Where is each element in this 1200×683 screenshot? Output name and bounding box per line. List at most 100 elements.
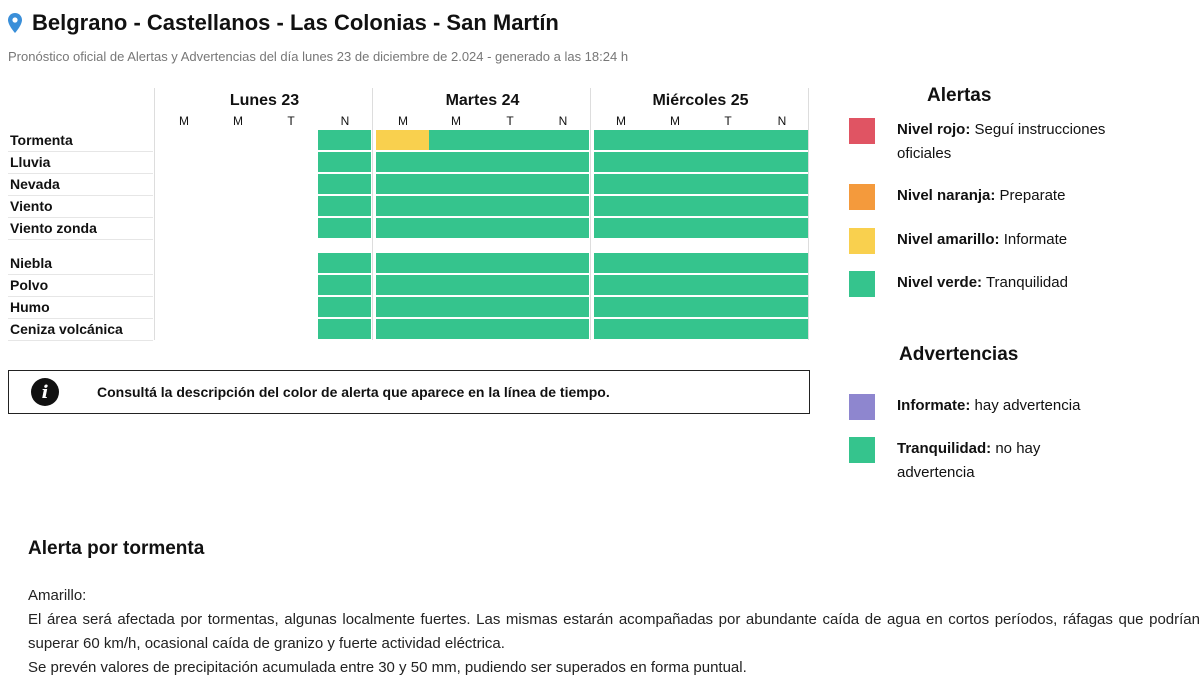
alert-cell-verde[interactable] <box>648 218 701 238</box>
purple-swatch <box>849 394 875 420</box>
alert-cell-verde[interactable] <box>755 218 808 238</box>
alert-cell-verde[interactable] <box>429 218 483 238</box>
alert-cell-verde[interactable] <box>648 174 701 194</box>
alert-cell-verde[interactable] <box>318 218 371 238</box>
alert-cell-verde[interactable] <box>755 319 808 339</box>
alert-cell-verde[interactable] <box>701 275 755 295</box>
alert-cell-verde[interactable] <box>701 130 755 150</box>
alert-cell-verde[interactable] <box>594 319 648 339</box>
alert-cell-verde[interactable] <box>536 253 589 273</box>
alert-cell-verde[interactable] <box>594 196 648 216</box>
alert-cell-verde[interactable] <box>483 275 536 295</box>
alert-cell-verde[interactable] <box>483 218 536 238</box>
slot-label: M <box>670 114 680 128</box>
alert-cell-verde[interactable] <box>376 174 429 194</box>
alert-cell-verde[interactable] <box>376 196 429 216</box>
alert-cell-verde[interactable] <box>318 253 371 273</box>
alert-cell-verde[interactable] <box>536 319 589 339</box>
alert-cell-verde[interactable] <box>648 253 701 273</box>
alert-cell-verde[interactable] <box>594 297 648 317</box>
alert-cell-verde[interactable] <box>701 152 755 172</box>
alert-cell-verde[interactable] <box>755 196 808 216</box>
alert-cell-verde[interactable] <box>536 174 589 194</box>
alert-cell-verde[interactable] <box>701 218 755 238</box>
alert-cell-verde[interactable] <box>648 319 701 339</box>
alert-cell-verde[interactable] <box>429 297 483 317</box>
alert-cell-verde[interactable] <box>701 196 755 216</box>
alert-cell-verde[interactable] <box>536 130 589 150</box>
alert-cell-verde[interactable] <box>318 196 371 216</box>
legend-desc: Seguí instrucciones oficiales <box>897 121 1106 162</box>
alert-cell-verde[interactable] <box>701 253 755 273</box>
alert-cell-verde[interactable] <box>648 130 701 150</box>
alert-cell-verde[interactable] <box>318 297 371 317</box>
alert-cell-verde[interactable] <box>376 297 429 317</box>
alert-cell-verde[interactable] <box>536 218 589 238</box>
alert-cell-verde[interactable] <box>429 275 483 295</box>
alert-cell-verde[interactable] <box>429 130 483 150</box>
alert-cell-verde[interactable] <box>755 130 808 150</box>
alert-cell-verde[interactable] <box>701 297 755 317</box>
alert-cell-verde[interactable] <box>376 253 429 273</box>
row-label: Viento zonda <box>10 220 97 236</box>
alert-cell-verde[interactable] <box>536 152 589 172</box>
alert-cell-verde[interactable] <box>536 275 589 295</box>
alert-cell-amarillo[interactable] <box>376 130 429 150</box>
row-label: Lluvia <box>10 154 51 170</box>
alert-cell-verde[interactable] <box>483 319 536 339</box>
alert-cell-verde[interactable] <box>318 275 371 295</box>
alert-cell-verde[interactable] <box>376 319 429 339</box>
alert-cell-verde[interactable] <box>483 196 536 216</box>
alert-cell-verde[interactable] <box>594 152 648 172</box>
alert-cell-verde[interactable] <box>429 174 483 194</box>
alert-cell-verde[interactable] <box>318 174 371 194</box>
alert-cell-verde[interactable] <box>376 275 429 295</box>
alert-cell-verde[interactable] <box>594 275 648 295</box>
alert-cell-verde[interactable] <box>755 174 808 194</box>
alert-cell-verde[interactable] <box>376 152 429 172</box>
row-label: Nevada <box>10 176 60 192</box>
alert-cell-verde[interactable] <box>318 319 371 339</box>
day-separator <box>808 88 809 340</box>
alert-cell-verde[interactable] <box>483 174 536 194</box>
legend-alertas-title: Alertas <box>927 85 992 106</box>
alert-cell-verde[interactable] <box>648 275 701 295</box>
day-separator <box>154 88 155 340</box>
alert-cell-verde[interactable] <box>483 152 536 172</box>
alert-cell-verde[interactable] <box>755 152 808 172</box>
info-box: i Consultá la descripción del color de a… <box>8 370 810 414</box>
alert-cell-verde[interactable] <box>594 130 648 150</box>
alert-cell-verde[interactable] <box>318 130 371 150</box>
alert-cell-verde[interactable] <box>429 152 483 172</box>
page-subtitle: Pronóstico oficial de Alertas y Adverten… <box>8 49 629 64</box>
red-swatch <box>849 118 875 144</box>
alert-cell-verde[interactable] <box>594 253 648 273</box>
row-divider <box>8 217 153 218</box>
alert-cell-verde[interactable] <box>594 218 648 238</box>
alert-cell-verde[interactable] <box>429 319 483 339</box>
alert-cell-verde[interactable] <box>483 130 536 150</box>
alert-cell-verde[interactable] <box>536 297 589 317</box>
row-label: Niebla <box>10 255 53 271</box>
alert-cell-verde[interactable] <box>701 174 755 194</box>
green-swatch <box>849 271 875 297</box>
slot-label: M <box>616 114 626 128</box>
alert-cell-verde[interactable] <box>648 297 701 317</box>
alert-cell-verde[interactable] <box>429 196 483 216</box>
alert-cell-verde[interactable] <box>376 218 429 238</box>
alert-cell-verde[interactable] <box>318 152 371 172</box>
alert-cell-verde[interactable] <box>755 253 808 273</box>
alert-cell-verde[interactable] <box>701 319 755 339</box>
legend-item-rojo: Nivel rojo: Seguí instrucciones oficiale… <box>849 118 1117 166</box>
alert-cell-verde[interactable] <box>648 196 701 216</box>
alert-cell-verde[interactable] <box>594 174 648 194</box>
alert-cell-verde[interactable] <box>536 196 589 216</box>
alert-cell-verde[interactable] <box>755 297 808 317</box>
alert-cell-verde[interactable] <box>648 152 701 172</box>
alert-cell-verde[interactable] <box>483 253 536 273</box>
alert-cell-verde[interactable] <box>483 297 536 317</box>
legend-item-informate: Informate: hay advertencia <box>849 394 1117 420</box>
alert-cell-verde[interactable] <box>429 253 483 273</box>
row-label: Viento <box>10 198 53 214</box>
alert-cell-verde[interactable] <box>755 275 808 295</box>
